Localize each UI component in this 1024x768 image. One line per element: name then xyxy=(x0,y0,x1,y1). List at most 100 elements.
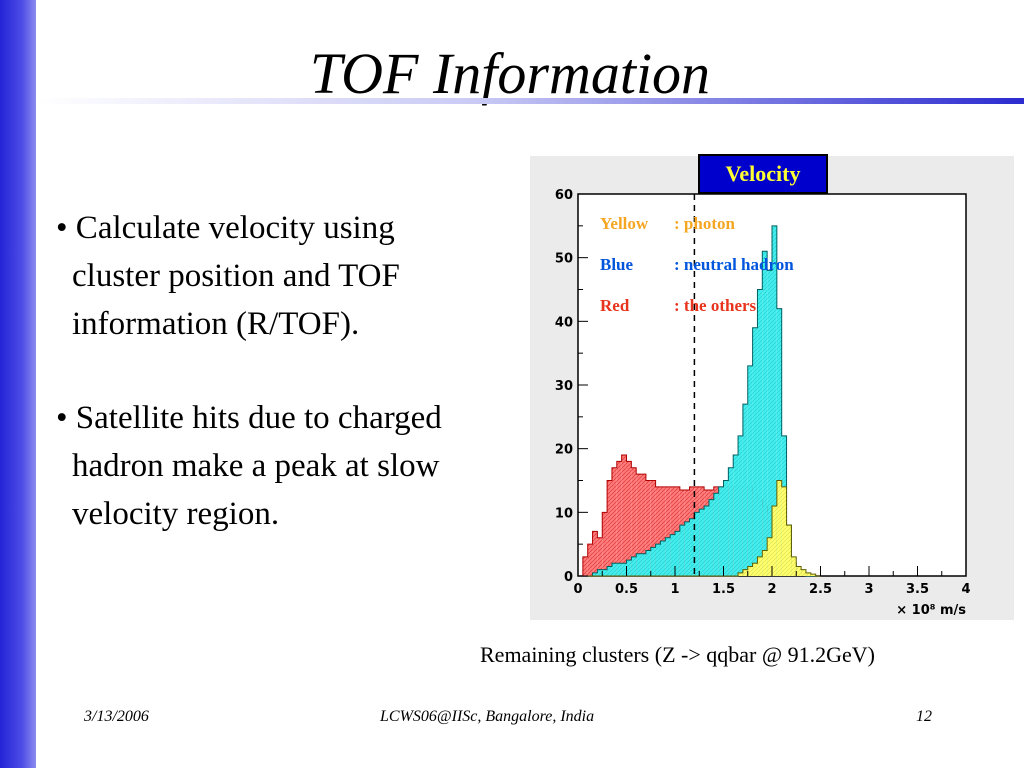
bar-red-0 xyxy=(582,556,588,576)
bar-red-2 xyxy=(592,531,598,576)
bar-yellow-43 xyxy=(791,556,797,576)
legend-yellow: Yellow : photon xyxy=(600,214,735,234)
legend-blue-label: : neutral hadron xyxy=(674,255,794,274)
bar-blue-20 xyxy=(679,525,685,576)
bar-blue-3 xyxy=(597,569,603,576)
legend-yellow-key: Yellow xyxy=(600,214,649,233)
bar-yellow-37 xyxy=(762,550,768,576)
bar-yellow-39 xyxy=(772,505,777,576)
bullet-2-line-2: hadron make a peak at slow xyxy=(72,448,440,484)
bar-red-8 xyxy=(621,455,627,576)
bar-blue-34 xyxy=(747,365,753,576)
x-tick-label-2: 1 xyxy=(670,582,679,597)
x-tick-label-5: 2.5 xyxy=(809,582,832,597)
bar-blue-32 xyxy=(738,435,743,576)
bar-blue-23 xyxy=(694,512,700,576)
outline-blue xyxy=(582,225,821,577)
y-tick-label-1: 10 xyxy=(555,506,573,521)
bar-red-4 xyxy=(602,512,608,576)
bar-blue-36 xyxy=(757,289,763,576)
y-tick-label-0: 0 xyxy=(564,570,573,585)
bar-red-6 xyxy=(611,467,617,576)
bar-blue-14 xyxy=(650,547,656,576)
bullet-1-line-1: • Calculate velocity using xyxy=(56,210,395,246)
outline-yellow xyxy=(582,480,821,577)
bar-yellow-32 xyxy=(738,572,743,576)
title-underline xyxy=(36,98,1024,104)
bar-blue-28 xyxy=(718,486,724,576)
bar-blue-37 xyxy=(762,251,768,577)
bar-blue-17 xyxy=(665,537,671,576)
bar-blue-19 xyxy=(675,531,680,576)
bar-blue-26 xyxy=(708,499,714,576)
bar-yellow-46 xyxy=(805,572,811,576)
bar-blue-21 xyxy=(684,521,690,576)
bar-blue-8 xyxy=(621,563,627,576)
footer-venue: LCWS06@IISc, Bangalore, India xyxy=(380,708,595,725)
bar-blue-35 xyxy=(752,327,758,576)
bullet-satellite-hits: • Satellite hits due to charged hadron m… xyxy=(56,394,442,538)
bullet-1-line-3: information (R/TOF). xyxy=(72,306,360,342)
bar-red-11 xyxy=(636,474,642,576)
y-tick-label-4: 40 xyxy=(555,315,573,330)
series-layer xyxy=(582,225,821,577)
bar-red-18 xyxy=(670,486,675,576)
bullet-1-line-2: cluster position and TOF xyxy=(72,258,400,294)
x-tick-label-1: 0.5 xyxy=(615,582,638,597)
bar-blue-33 xyxy=(742,404,748,576)
bar-red-12 xyxy=(641,474,646,576)
x-axis-label: × 10⁸ m/s xyxy=(896,603,966,618)
bar-blue-10 xyxy=(631,556,637,576)
bar-blue-2 xyxy=(592,572,598,576)
bar-red-7 xyxy=(616,461,622,576)
bar-blue-13 xyxy=(645,550,651,576)
bar-blue-22 xyxy=(689,518,695,576)
y-tick-label-6: 60 xyxy=(555,188,573,203)
bar-blue-27 xyxy=(713,493,719,576)
bar-blue-12 xyxy=(641,553,646,576)
bar-blue-7 xyxy=(616,563,622,576)
footer-page-number: 12 xyxy=(916,708,932,725)
series-blue xyxy=(582,225,821,577)
bar-blue-6 xyxy=(611,563,617,576)
legend-red-label: : the others xyxy=(674,296,757,315)
bar-blue-15 xyxy=(655,544,661,576)
legend-blue-key: Blue xyxy=(600,255,634,274)
side-accent-bar xyxy=(0,0,36,768)
bar-red-17 xyxy=(665,486,671,576)
bar-red-5 xyxy=(607,480,612,576)
bar-yellow-36 xyxy=(757,556,763,576)
chart-title-badge: Velocity xyxy=(698,154,828,194)
x-tick-label-0: 0 xyxy=(573,582,582,597)
x-tick-label-7: 3.5 xyxy=(906,582,929,597)
bar-blue-24 xyxy=(699,509,705,576)
bar-yellow-33 xyxy=(742,569,748,576)
footer-date: 3/13/2006 xyxy=(84,708,149,725)
bar-red-10 xyxy=(631,467,637,576)
x-tick-label-6: 3 xyxy=(864,582,873,597)
bar-yellow-44 xyxy=(796,566,802,576)
bar-blue-16 xyxy=(660,540,666,576)
bullet-2-line-1: • Satellite hits due to charged xyxy=(56,400,442,436)
bar-blue-4 xyxy=(602,569,608,576)
bar-yellow-41 xyxy=(781,486,787,576)
x-tick-label-4: 2 xyxy=(767,582,776,597)
legend-yellow-label: : photon xyxy=(674,214,735,233)
bar-yellow-40 xyxy=(776,480,782,576)
series-yellow xyxy=(582,480,821,577)
bar-blue-38 xyxy=(767,270,772,576)
bar-blue-31 xyxy=(733,455,739,576)
y-tick-label-2: 20 xyxy=(555,443,573,458)
x-tick-label-3: 1.5 xyxy=(712,582,735,597)
y-tick-label-5: 50 xyxy=(555,252,573,267)
legend-blue: Blue : neutral hadron xyxy=(600,255,794,275)
bar-blue-29 xyxy=(723,480,729,576)
bar-yellow-38 xyxy=(767,537,772,576)
bar-blue-11 xyxy=(636,553,642,576)
legend-red: Red: the others xyxy=(600,296,756,316)
bar-blue-18 xyxy=(670,534,675,576)
bar-yellow-42 xyxy=(786,525,792,576)
bullet-calculate-velocity: • Calculate velocity using cluster posit… xyxy=(56,204,400,348)
